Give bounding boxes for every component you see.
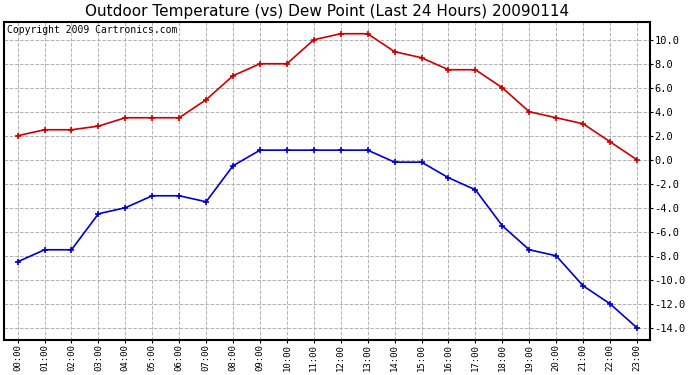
Title: Outdoor Temperature (vs) Dew Point (Last 24 Hours) 20090114: Outdoor Temperature (vs) Dew Point (Last… bbox=[86, 4, 569, 19]
Text: Copyright 2009 Cartronics.com: Copyright 2009 Cartronics.com bbox=[8, 25, 178, 35]
